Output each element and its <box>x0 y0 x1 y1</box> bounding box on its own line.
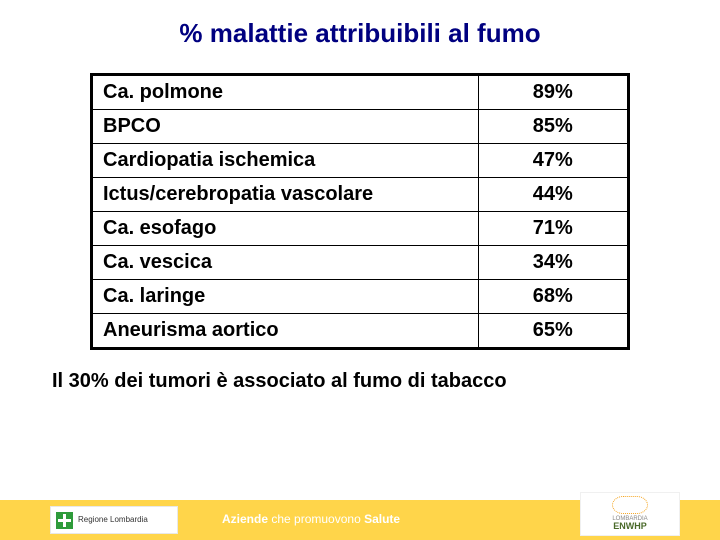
table-row: Ca. polmone89% <box>92 75 629 110</box>
disease-cell: Cardiopatia ischemica <box>92 144 479 178</box>
disease-cell: Ca. esofago <box>92 212 479 246</box>
lombardia-logo-text: Regione Lombardia <box>78 516 148 524</box>
disease-cell: Ictus/cerebropatia vascolare <box>92 178 479 212</box>
disease-cell: BPCO <box>92 110 479 144</box>
footer: Regione Lombardia Aziende che promuovono… <box>0 488 720 540</box>
table-row: Cardiopatia ischemica47% <box>92 144 629 178</box>
table-row: Ca. esofago71% <box>92 212 629 246</box>
lombardia-cross-icon <box>56 512 73 529</box>
diseases-table: Ca. polmone89%BPCO85%Cardiopatia ischemi… <box>90 73 630 350</box>
table-row: BPCO85% <box>92 110 629 144</box>
percentage-cell: 68% <box>478 280 628 314</box>
regione-lombardia-logo: Regione Lombardia <box>50 506 178 534</box>
percentage-cell: 34% <box>478 246 628 280</box>
table-row: Ca. laringe68% <box>92 280 629 314</box>
diseases-table-container: Ca. polmone89%BPCO85%Cardiopatia ischemi… <box>90 73 630 350</box>
slide-title: % malattie attribuibili al fumo <box>0 0 720 59</box>
disease-cell: Ca. laringe <box>92 280 479 314</box>
footer-slogan-part1: Aziende <box>222 512 268 526</box>
table-row: Aneurisma aortico65% <box>92 314 629 349</box>
percentage-cell: 85% <box>478 110 628 144</box>
enwhp-logo: LOMBARDIA ENWHP <box>580 492 680 536</box>
percentage-cell: 89% <box>478 75 628 110</box>
enwhp-main-label: ENWHP <box>613 522 647 532</box>
percentage-cell: 71% <box>478 212 628 246</box>
percentage-cell: 44% <box>478 178 628 212</box>
table-row: Ictus/cerebropatia vascolare44% <box>92 178 629 212</box>
footer-slogan-part3: Salute <box>364 512 400 526</box>
table-row: Ca. vescica34% <box>92 246 629 280</box>
footnote-text: Il 30% dei tumori è associato al fumo di… <box>0 350 720 393</box>
disease-cell: Ca. polmone <box>92 75 479 110</box>
percentage-cell: 47% <box>478 144 628 178</box>
footer-slogan: Aziende che promuovono Salute <box>222 512 400 526</box>
footer-slogan-part2: che promuovono <box>268 512 364 526</box>
disease-cell: Aneurisma aortico <box>92 314 479 349</box>
disease-cell: Ca. vescica <box>92 246 479 280</box>
percentage-cell: 65% <box>478 314 628 349</box>
stars-icon <box>612 496 648 514</box>
